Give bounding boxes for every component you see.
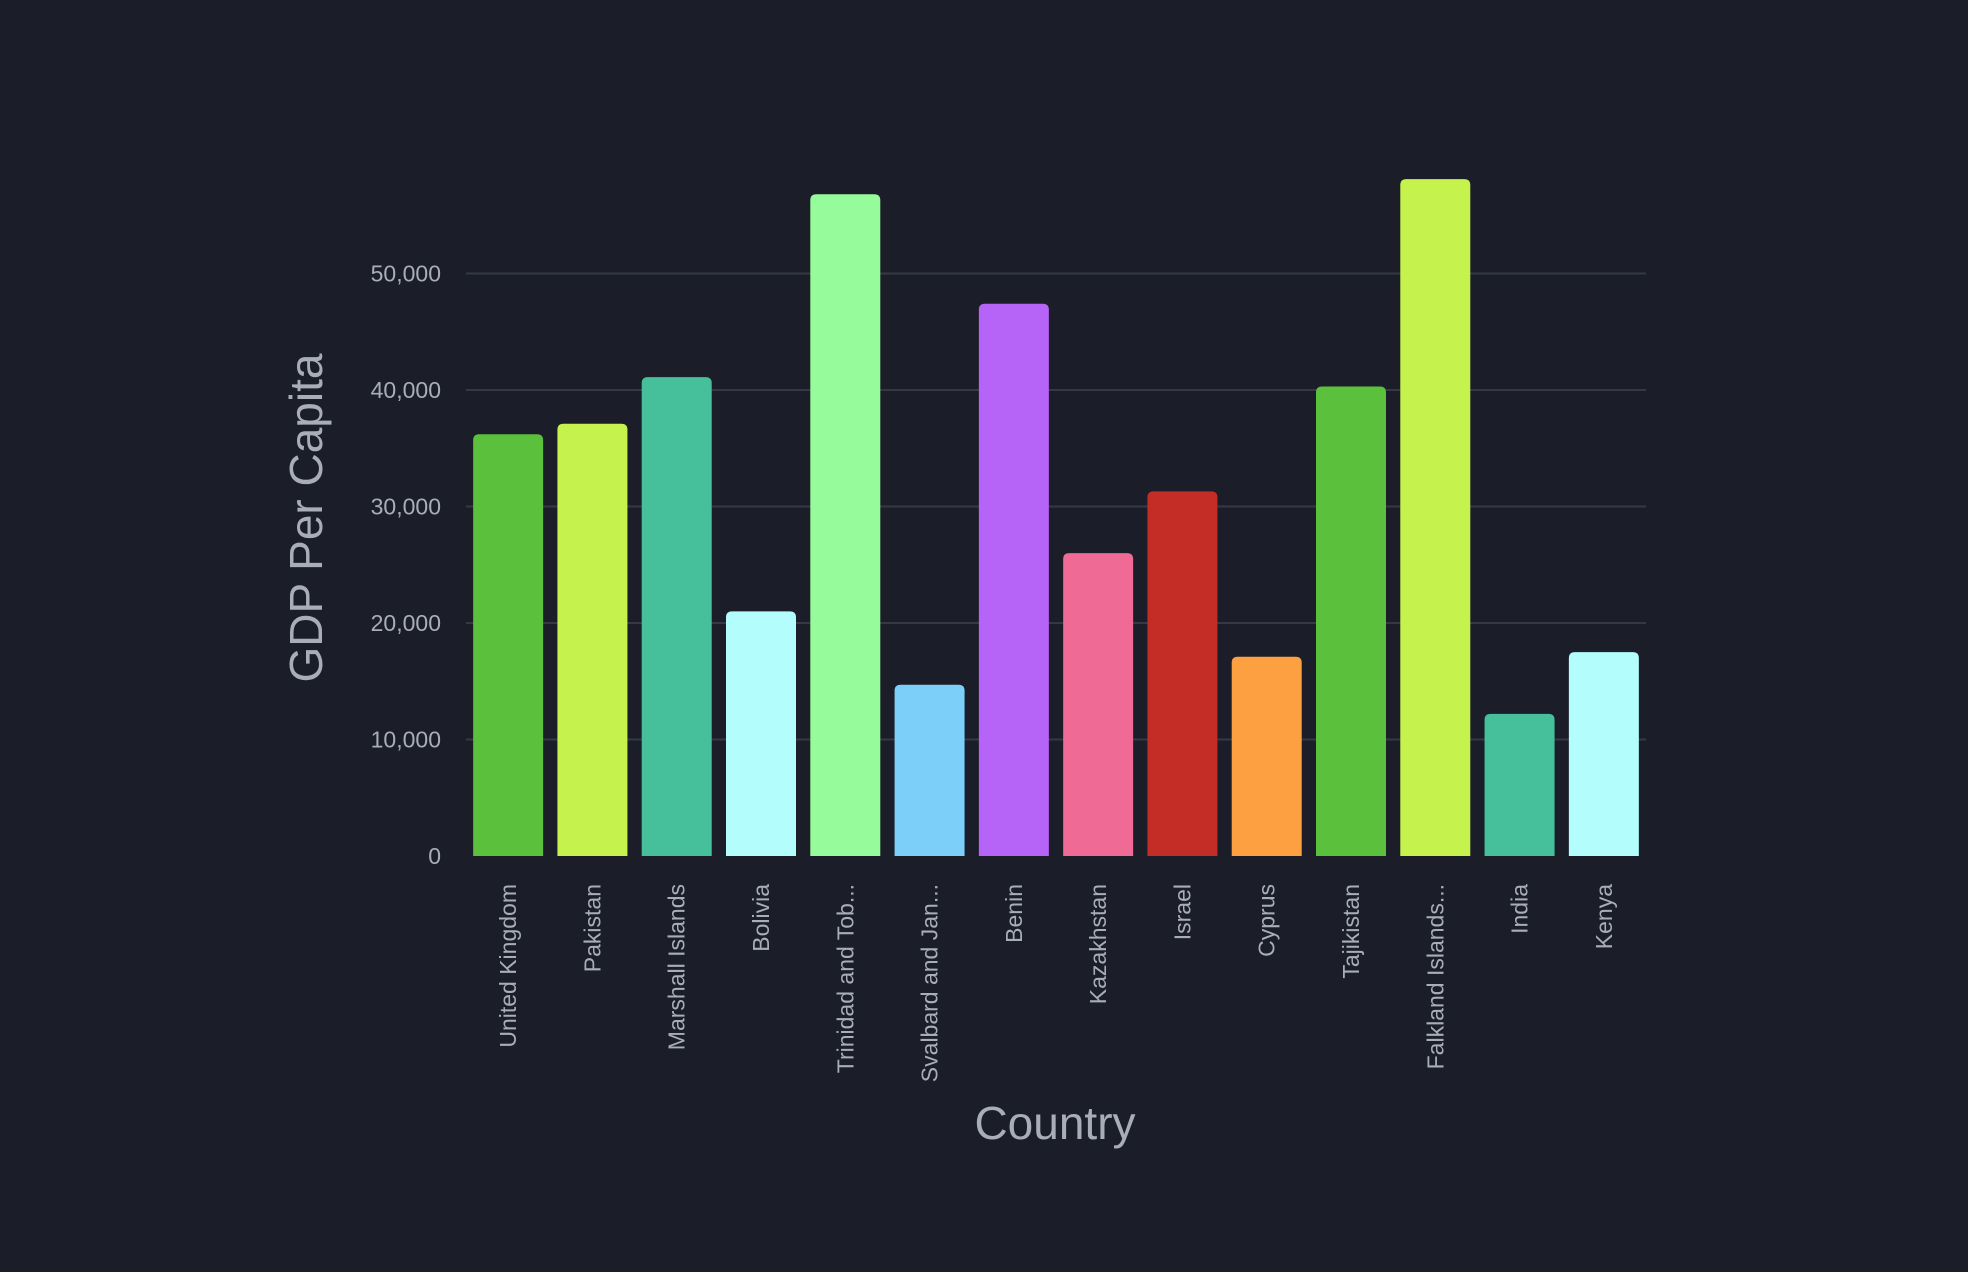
bar (726, 611, 796, 856)
x-tick-label: Bolivia (748, 884, 774, 952)
x-axis-labels: United Kingdom Pakistan Marshall Islands Bo… (495, 884, 1617, 1082)
bars (473, 179, 1639, 856)
bar (1568, 652, 1639, 856)
x-tick-label: United Kingdom (495, 884, 521, 1048)
bar (1400, 179, 1471, 856)
y-tick-label: 10,000 (371, 727, 441, 753)
y-tick-label: 50,000 (371, 261, 441, 287)
x-tick-label: Kenya (1591, 884, 1617, 949)
y-tick-label: 30,000 (371, 494, 441, 520)
bar (1147, 491, 1218, 856)
bar (557, 423, 628, 856)
bar (1484, 713, 1555, 856)
x-tick-label: Trinidad and Tob... (832, 884, 858, 1073)
y-axis-ticks: 0 10,000 20,000 30,000 40,000 50,000 (371, 261, 441, 870)
bar (1231, 656, 1302, 856)
bar (978, 303, 1049, 856)
x-tick-label: Cyprus (1254, 884, 1280, 957)
y-axis-title: GDP Per Capita (280, 353, 332, 682)
x-tick-label: Pakistan (579, 884, 605, 972)
x-tick-label: India (1507, 884, 1533, 934)
bar (641, 377, 712, 856)
bar (473, 434, 544, 856)
x-tick-label: Tajikistan (1338, 884, 1364, 979)
y-tick-label: 0 (428, 843, 441, 869)
bar (1063, 553, 1134, 856)
x-tick-label: Israel (1169, 884, 1195, 940)
x-tick-label: Falkland Islands... (1422, 884, 1448, 1069)
x-tick-label: Kazakhstan (1085, 884, 1111, 1004)
x-tick-label: Benin (1001, 884, 1027, 943)
x-axis-title: Country (974, 1097, 1135, 1149)
x-tick-label: Svalbard and Jan... (917, 884, 943, 1082)
bar (1316, 386, 1386, 856)
y-tick-label: 20,000 (371, 610, 441, 636)
y-tick-label: 40,000 (371, 377, 441, 403)
bar (810, 194, 881, 856)
bar (894, 684, 965, 856)
x-tick-label: Marshall Islands (664, 884, 690, 1050)
